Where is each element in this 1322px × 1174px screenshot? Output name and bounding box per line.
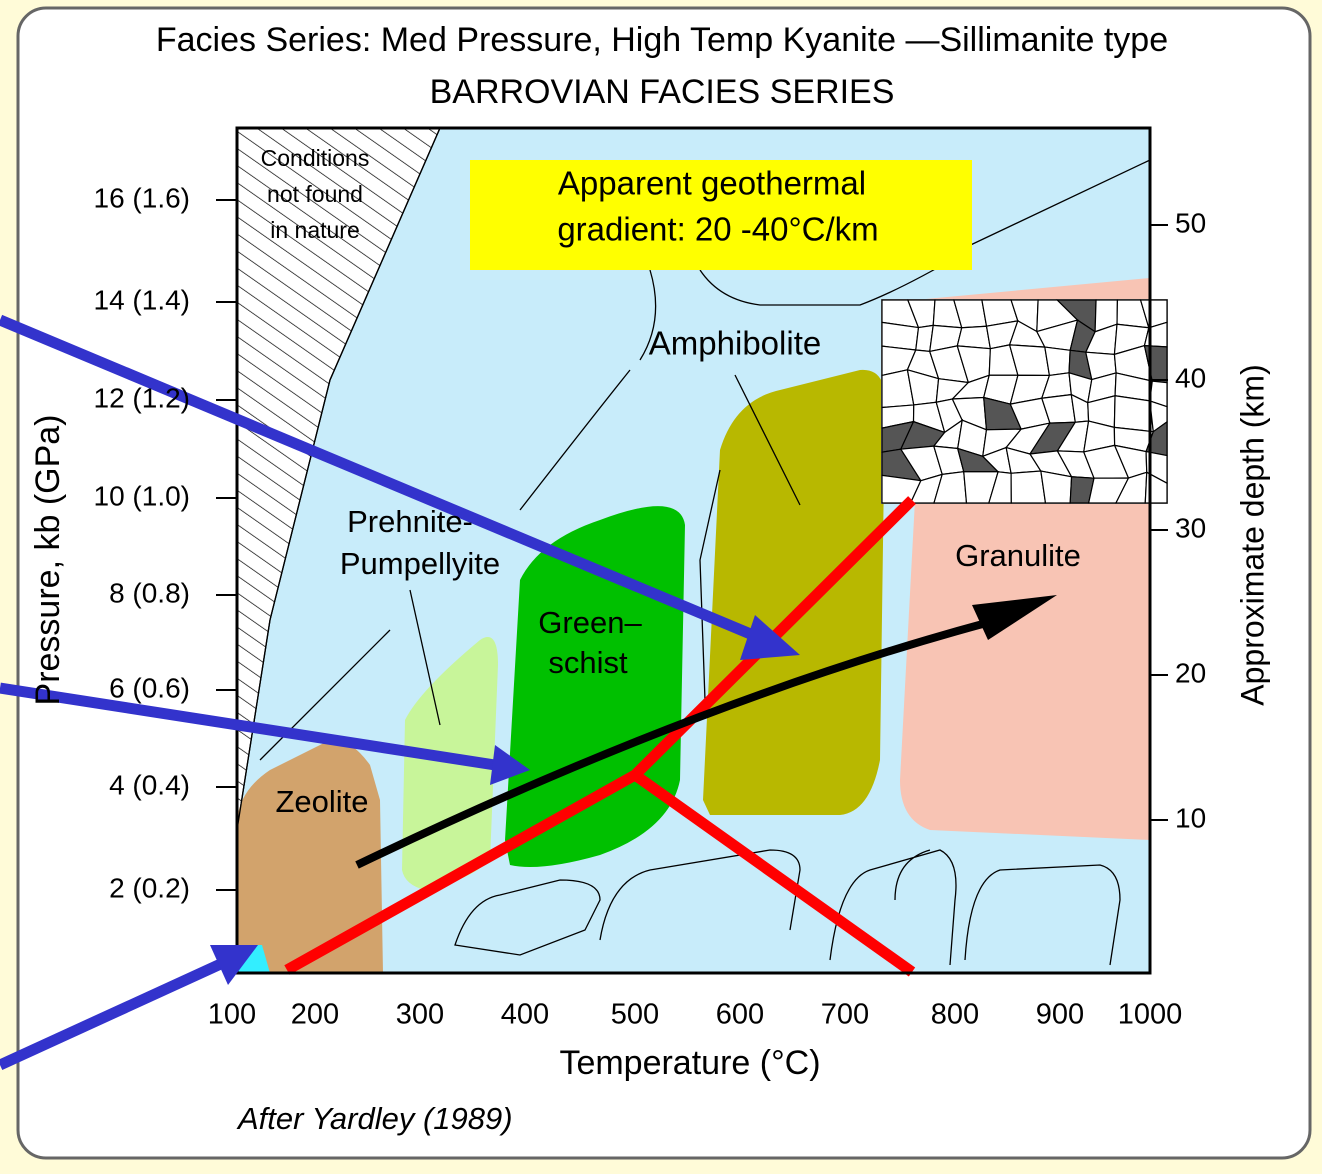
subtitle: BARROVIAN FACIES SERIES — [430, 73, 895, 111]
y-tick-label: 14 (1.4) — [94, 284, 191, 315]
grain — [1040, 470, 1073, 504]
pointer-arrow — [0, 682, 496, 771]
x-tick-label: 1000 — [1118, 999, 1183, 1031]
facies-label: schist — [548, 645, 628, 680]
microstructure-image — [881, 299, 1168, 504]
path-arrowhead — [972, 595, 1057, 640]
y2-tick-label: 50 — [1175, 207, 1206, 238]
y2-tick-label: 30 — [1175, 512, 1206, 543]
x-axis-label: Temperature (°C) — [559, 1044, 820, 1082]
pointer-arrowhead — [490, 745, 530, 785]
facies-label: Green– — [538, 605, 642, 640]
region-label: Conditions — [261, 145, 370, 171]
grain — [881, 321, 920, 351]
x-tick-label: 600 — [716, 999, 764, 1031]
y2-tick-label: 10 — [1175, 802, 1206, 833]
zeolite-field — [237, 740, 383, 973]
y2-tick-label: 40 — [1175, 362, 1206, 393]
title: Facies Series: Med Pressure, High Temp K… — [156, 21, 1168, 59]
facies-label: Pumpellyite — [340, 546, 500, 581]
x-tick-label: 500 — [611, 999, 659, 1031]
region-label: in nature — [270, 217, 360, 243]
pointer-arrowhead — [740, 615, 800, 660]
y-axis-label: Pressure, kb (GPa) — [29, 415, 67, 706]
pointer-arrows — [0, 314, 800, 1071]
pointer-arrow — [0, 314, 763, 644]
grain — [1010, 470, 1047, 504]
y-tick-label: 6 (0.6) — [109, 672, 190, 703]
boundary — [454, 849, 1121, 966]
x-tick-label: 900 — [1036, 999, 1084, 1031]
facies-label: Zeolite — [275, 784, 368, 819]
geotherm-lines — [284, 496, 916, 977]
credit: After Yardley (1989) — [236, 1101, 513, 1136]
x-tick-label: 400 — [501, 999, 549, 1031]
y-tick-label: 12 (1.2) — [94, 382, 191, 413]
boundary — [259, 159, 1151, 761]
x-tick-label: 800 — [931, 999, 979, 1031]
labels: Facies Series: Med Pressure, High Temp K… — [29, 21, 1270, 1136]
gradient-label: gradient: 20 -40°C/km — [557, 211, 878, 248]
grain — [1044, 346, 1071, 377]
y-tick-label: 16 (1.6) — [94, 182, 191, 213]
grain — [1113, 395, 1154, 433]
y2-axis-label: Approximate depth (km) — [1234, 364, 1270, 705]
pointer-arrow — [0, 956, 228, 1071]
facies-label: Amphibolite — [649, 325, 821, 362]
region-label: not found — [267, 181, 363, 207]
amphibolite-field — [703, 369, 885, 815]
x-tick-label: 700 — [821, 999, 869, 1031]
y-tick-label: 4 (0.4) — [109, 769, 190, 800]
pointer-arrowhead — [210, 945, 258, 985]
x-tick-label: 200 — [291, 999, 339, 1031]
facies-label: Granulite — [955, 538, 1081, 573]
y-tick-label: 8 (0.8) — [109, 577, 190, 608]
facies-label: Prehnite- — [347, 504, 473, 539]
plot-frame — [235, 126, 1152, 975]
gradient-box — [470, 160, 972, 270]
gradient-label: Apparent geothermal — [558, 165, 866, 202]
x-tick-label: 300 — [396, 999, 444, 1031]
y-tick-label: 2 (0.2) — [109, 872, 190, 903]
x-tick-label: 100 — [208, 999, 256, 1031]
y2-tick-label: 20 — [1175, 657, 1206, 688]
path-arrow — [355, 618, 992, 869]
y-tick-label: 10 (1.0) — [94, 480, 191, 511]
grain — [956, 325, 992, 350]
